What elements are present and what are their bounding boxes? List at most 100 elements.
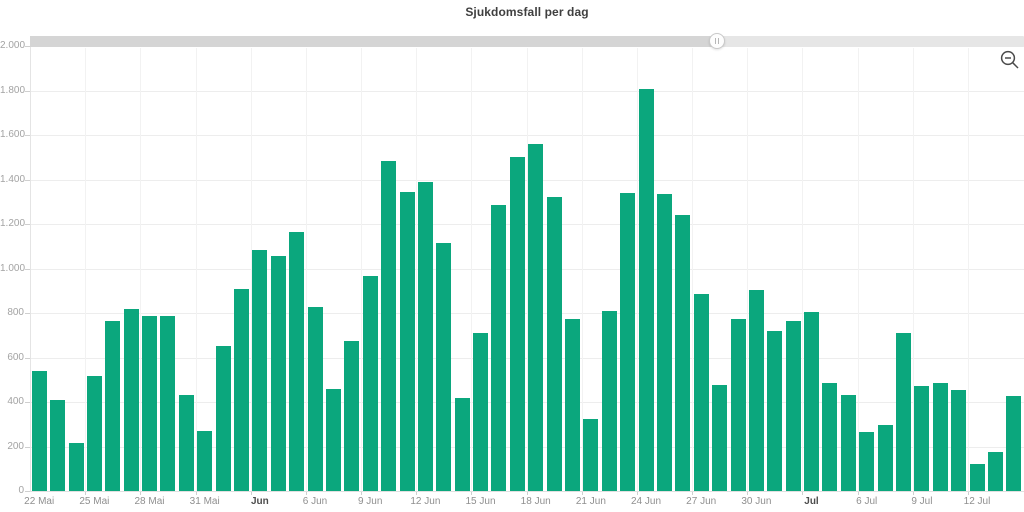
x-axis-label: Jun [251,496,269,507]
scrollbar-selected-range[interactable] [30,36,717,47]
bar[interactable] [932,383,948,491]
bar[interactable] [877,425,893,491]
bar[interactable] [620,192,636,491]
bar[interactable] [914,386,930,491]
x-axis-tick [471,491,473,495]
bar[interactable] [362,276,378,491]
bar[interactable] [896,333,911,491]
y-axis-tick [25,135,30,136]
scrollbar-grabber[interactable] [708,33,725,49]
bar[interactable] [565,318,580,491]
bar[interactable] [804,311,819,491]
gridline-vertical [361,48,362,491]
bar[interactable] [491,205,507,491]
y-axis-tick [25,179,30,181]
y-axis-tick [25,446,30,448]
y-axis-tick [25,491,30,492]
gridline-vertical [802,48,804,491]
x-axis-label: 31 Mai [189,496,220,507]
bar[interactable] [105,320,121,491]
bar[interactable] [969,464,985,491]
bar[interactable] [31,370,47,492]
x-axis-label: 24 Jun [630,496,662,507]
x-axis-label: 25 Mai [79,496,110,507]
bar[interactable] [509,157,525,492]
scrollbar-track[interactable] [30,33,1024,49]
bar[interactable] [215,346,231,491]
bar[interactable] [987,452,1003,491]
gridline-vertical [692,48,693,491]
y-axis-line [30,46,31,491]
bar[interactable] [785,320,801,491]
bar[interactable] [160,316,176,491]
y-axis-tick [25,90,30,92]
bar[interactable] [344,340,360,491]
bar[interactable] [399,191,415,491]
bar[interactable] [417,181,433,491]
bar[interactable] [712,385,728,491]
bar[interactable] [454,397,470,492]
bar[interactable] [178,395,194,491]
bar[interactable] [656,194,672,491]
x-axis-label: 18 Jun [520,496,551,507]
bar[interactable] [123,308,139,491]
x-axis-tick [416,491,418,495]
gridline-vertical [912,48,914,491]
bar[interactable] [50,399,66,491]
bar[interactable] [1006,396,1022,491]
x-axis-label: 28 Mai [134,496,165,507]
x-axis-label: 9 Jun [357,496,383,507]
bar[interactable] [675,215,691,491]
bar[interactable] [86,376,102,491]
y-axis-label: 200 [7,440,24,452]
x-axis-tick [692,491,693,495]
x-axis-tick [250,491,252,495]
bar[interactable] [289,231,305,491]
x-axis-label: 27 Jun [686,496,717,507]
x-axis-tick [912,491,914,495]
x-axis-label: 22 Mai [24,496,55,507]
bar[interactable] [528,143,544,491]
x-axis-label: 12 Jul [963,496,991,507]
y-axis-label: 800 [7,307,24,318]
y-axis-label: 1.600 [0,129,26,140]
bar[interactable] [638,89,654,491]
y-axis-label: 400 [7,396,24,407]
gridline-vertical [250,48,252,491]
bar[interactable] [197,430,213,491]
bar[interactable] [859,432,875,491]
bar[interactable] [583,418,599,491]
bar[interactable] [767,330,783,491]
gridline-vertical [967,48,969,491]
x-axis-tick [305,491,307,495]
bar[interactable] [822,383,838,491]
bar[interactable] [142,316,157,491]
bar[interactable] [730,318,746,491]
gridline-vertical [526,48,528,491]
gridline-vertical [581,48,583,491]
bar[interactable] [252,249,268,491]
bar[interactable] [601,310,617,491]
y-axis-tick [25,357,30,359]
bar[interactable] [748,289,764,491]
bar[interactable] [473,333,488,491]
bar[interactable] [436,242,452,491]
bar[interactable] [840,395,856,491]
gridline-vertical [747,48,749,491]
bar[interactable] [693,294,709,491]
x-axis-label: 9 Jul [911,496,933,507]
zoom-out-button[interactable] [998,48,1022,72]
gridline-vertical [416,48,418,491]
bar[interactable] [68,443,84,491]
bar[interactable] [234,288,249,491]
bar[interactable] [546,197,562,491]
bar[interactable] [307,307,323,491]
bar[interactable] [325,388,341,491]
y-axis-tick [25,268,30,270]
y-axis-tick [25,402,30,403]
bar[interactable] [951,389,967,491]
bar[interactable] [381,160,397,491]
bar[interactable] [270,256,286,491]
gridline-vertical [857,48,859,491]
